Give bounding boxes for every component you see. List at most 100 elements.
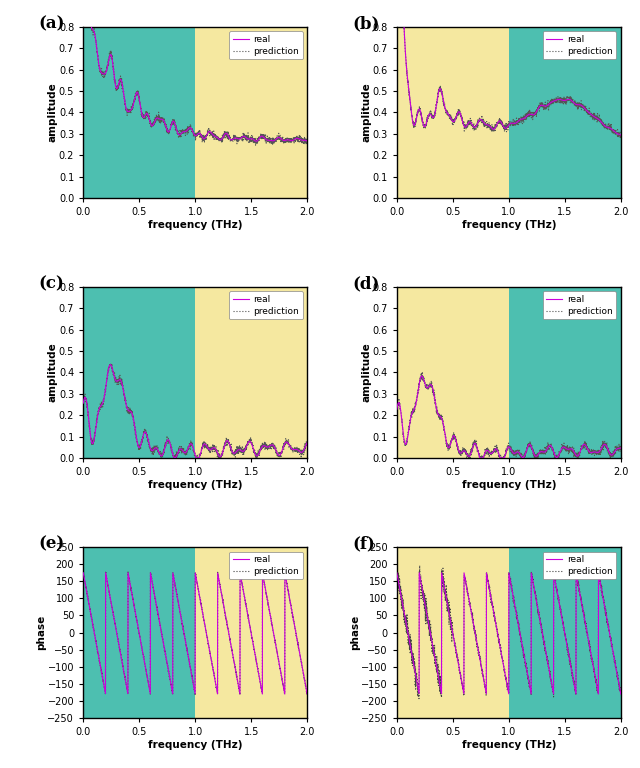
real <box>502 124 509 133</box>
prediction <box>303 136 311 145</box>
prediction <box>91 432 99 441</box>
real <box>256 674 264 684</box>
real <box>189 441 196 450</box>
Line: real: real <box>83 365 307 458</box>
Line: prediction: prediction <box>83 363 307 458</box>
prediction <box>611 128 618 137</box>
real <box>188 125 196 134</box>
prediction <box>419 367 426 376</box>
prediction <box>611 654 618 663</box>
Text: (d): (d) <box>352 275 380 292</box>
prediction <box>297 448 305 457</box>
prediction <box>416 561 424 570</box>
X-axis label: frequency (THz): frequency (THz) <box>461 480 556 490</box>
X-axis label: frequency (THz): frequency (THz) <box>148 740 243 750</box>
prediction <box>393 408 401 417</box>
real <box>252 137 260 146</box>
prediction <box>496 644 504 653</box>
Legend: real, prediction: real, prediction <box>543 551 616 579</box>
prediction <box>502 675 510 684</box>
prediction <box>107 359 115 368</box>
prediction <box>191 690 199 700</box>
prediction <box>157 453 164 462</box>
prediction <box>188 126 196 135</box>
prediction <box>616 133 624 142</box>
real <box>297 135 305 144</box>
prediction <box>124 568 132 577</box>
real <box>617 690 625 699</box>
real <box>297 654 305 663</box>
Bar <box>195 547 307 718</box>
real <box>502 448 510 457</box>
prediction <box>570 98 577 108</box>
Y-axis label: amplitude: amplitude <box>361 343 371 402</box>
prediction <box>617 445 625 454</box>
prediction <box>415 694 423 703</box>
Bar <box>509 27 621 198</box>
prediction <box>303 689 311 698</box>
Bar <box>83 27 195 198</box>
Line: real: real <box>397 0 621 135</box>
Text: (f): (f) <box>352 535 375 552</box>
Bar <box>195 287 307 458</box>
real <box>496 117 504 126</box>
prediction <box>297 657 305 666</box>
prediction <box>502 125 509 134</box>
real <box>570 98 577 107</box>
Bar <box>195 27 307 198</box>
real <box>611 127 618 136</box>
real <box>617 443 625 452</box>
real <box>611 448 618 457</box>
real <box>476 453 484 462</box>
prediction <box>182 448 190 457</box>
real <box>570 446 577 455</box>
Bar <box>83 547 195 718</box>
X-axis label: frequency (THz): frequency (THz) <box>461 220 556 230</box>
prediction <box>404 80 412 89</box>
Bar <box>397 547 509 718</box>
prediction <box>252 141 259 150</box>
Legend: real, prediction: real, prediction <box>543 31 616 59</box>
Y-axis label: phase: phase <box>36 615 46 650</box>
real <box>297 135 305 144</box>
Line: real: real <box>397 573 621 694</box>
Y-axis label: amplitude: amplitude <box>47 82 58 142</box>
prediction <box>570 674 577 684</box>
real <box>496 641 504 650</box>
prediction <box>611 447 618 456</box>
Line: real: real <box>83 0 307 141</box>
real <box>91 29 99 38</box>
Legend: real, prediction: real, prediction <box>229 291 303 319</box>
prediction <box>182 641 190 650</box>
prediction <box>496 118 504 127</box>
real <box>496 453 504 462</box>
real <box>182 641 190 650</box>
real <box>182 127 190 136</box>
prediction <box>188 674 196 684</box>
real <box>171 453 179 462</box>
real <box>297 448 305 457</box>
prediction <box>404 637 412 647</box>
Text: (a): (a) <box>38 15 65 32</box>
real <box>297 654 305 664</box>
prediction <box>496 452 504 461</box>
prediction <box>256 447 264 456</box>
Y-axis label: phase: phase <box>349 615 360 650</box>
real <box>611 448 618 457</box>
real <box>404 429 412 438</box>
X-axis label: frequency (THz): frequency (THz) <box>148 480 243 490</box>
real <box>393 568 401 578</box>
prediction <box>297 134 305 143</box>
real <box>79 568 87 578</box>
real <box>404 630 412 639</box>
real <box>91 432 99 441</box>
prediction <box>182 125 190 134</box>
prediction <box>297 656 305 665</box>
real <box>79 399 87 408</box>
real <box>611 654 618 663</box>
Text: (e): (e) <box>38 535 65 552</box>
real <box>393 405 401 414</box>
Text: (c): (c) <box>38 275 64 292</box>
real <box>303 690 311 699</box>
real <box>256 447 264 456</box>
